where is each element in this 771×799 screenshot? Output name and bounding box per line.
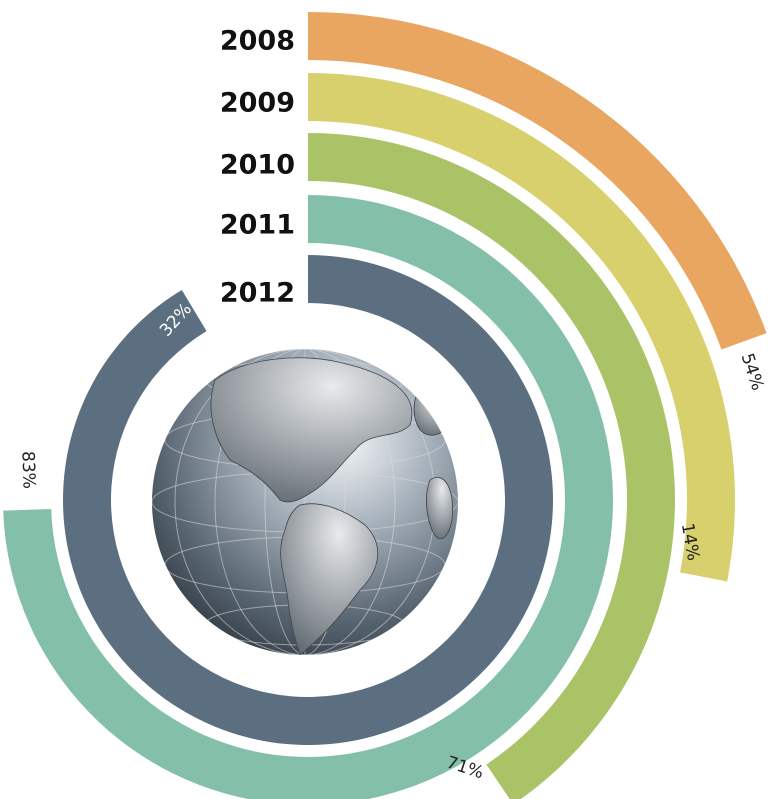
year-label: 2008 — [220, 26, 295, 57]
ring-arc — [308, 12, 767, 350]
percent-label: 71% — [444, 753, 486, 784]
year-label: 2011 — [220, 210, 295, 241]
ring-arc — [308, 133, 675, 799]
ring-arc — [308, 73, 735, 582]
globe — [152, 349, 458, 655]
year-label: 2009 — [220, 88, 295, 119]
globe-land — [210, 357, 453, 655]
percent-label: 83% — [17, 451, 38, 489]
rings — [3, 12, 767, 799]
year-label: 2010 — [220, 150, 295, 181]
year-label: 2012 — [220, 278, 295, 309]
percent-label: 54% — [737, 351, 768, 393]
